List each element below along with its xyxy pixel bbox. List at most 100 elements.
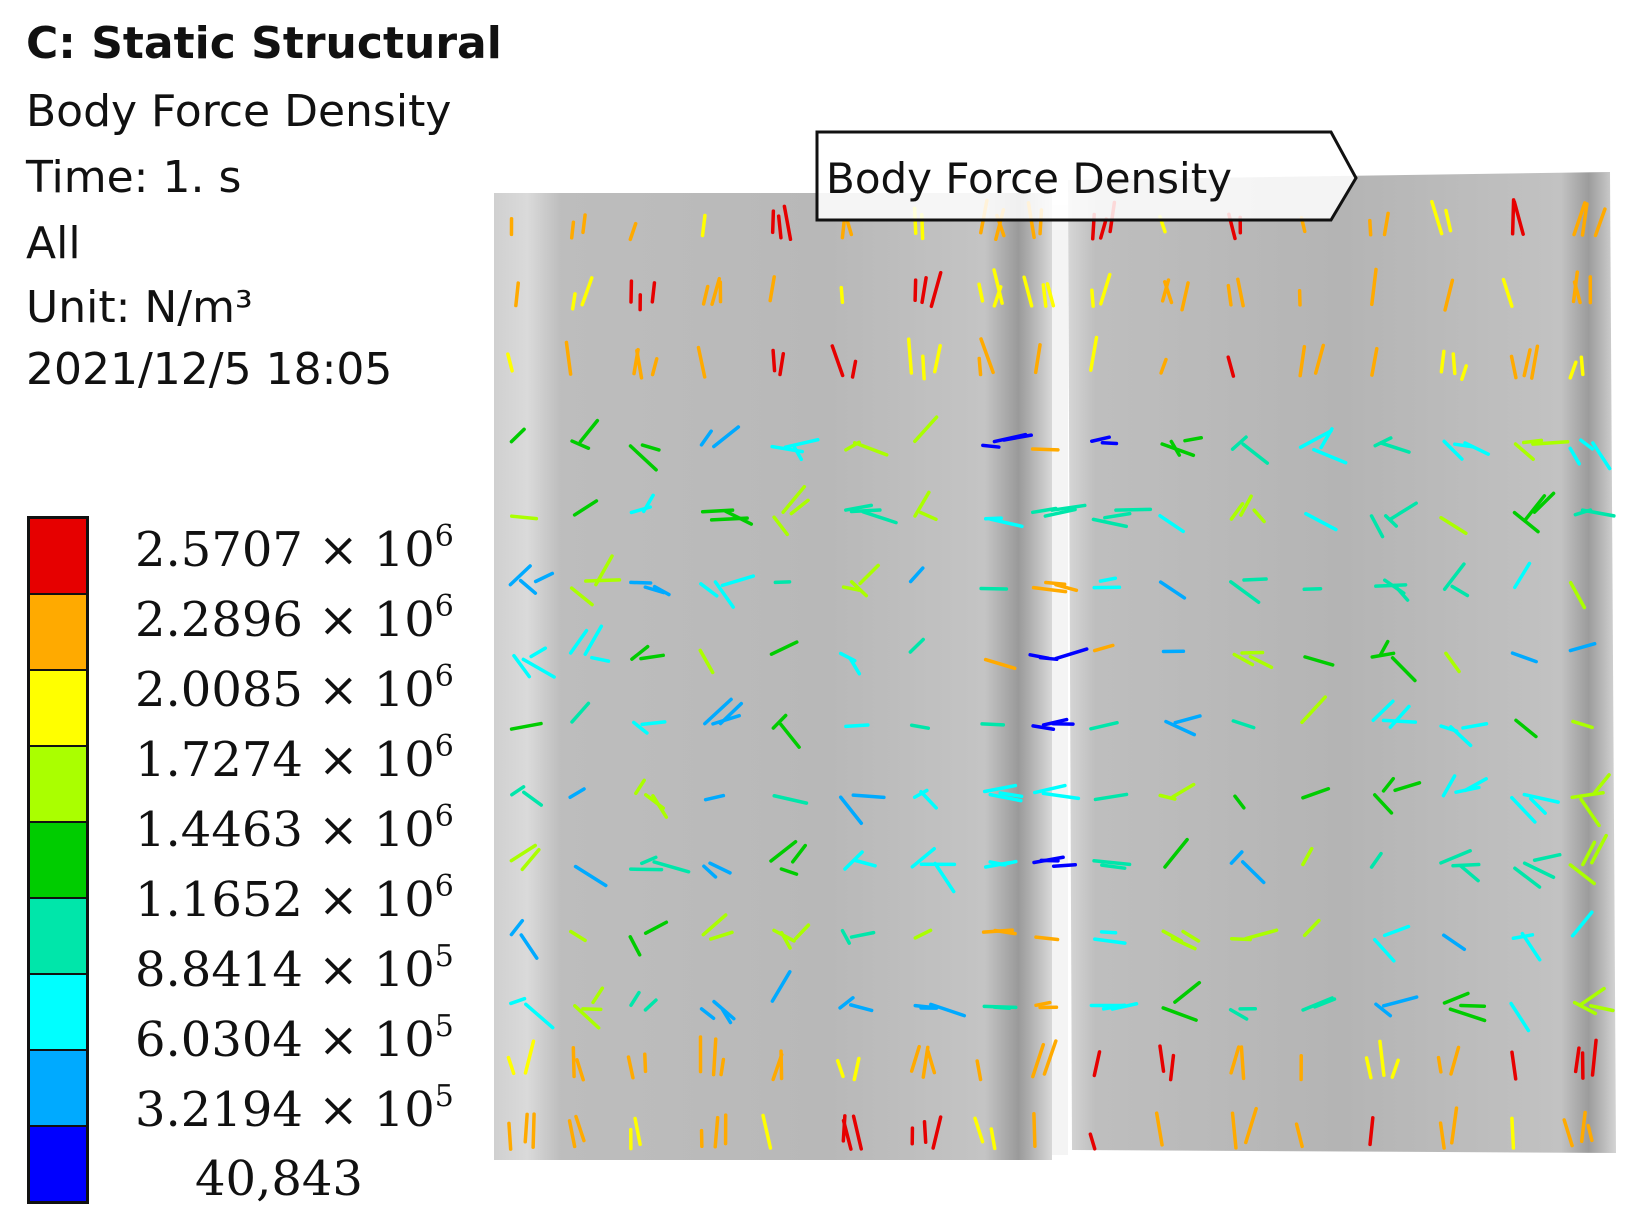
color-legend[interactable] (27, 516, 89, 1204)
force-arrow (701, 284, 710, 306)
force-arrow (982, 783, 1018, 794)
force-arrow (1532, 491, 1556, 514)
force-arrow (1513, 866, 1542, 889)
legend-band[interactable] (30, 747, 86, 823)
legend-band[interactable] (30, 899, 86, 975)
force-arrow (650, 281, 657, 304)
force-arrow (922, 1120, 928, 1145)
force-arrow (1593, 207, 1607, 238)
force-arrow (1522, 861, 1556, 880)
force-arrow (1301, 846, 1314, 867)
legend-mantissa: 1.4463 (135, 802, 303, 858)
force-arrow (1173, 714, 1202, 725)
probe-annotation[interactable] (815, 130, 1358, 222)
probe-callout-box[interactable] (815, 130, 1358, 222)
force-arrow (1370, 651, 1396, 659)
force-arrow (629, 990, 641, 1007)
force-arrow (1370, 346, 1379, 377)
force-arrow (1458, 864, 1480, 883)
force-arrow (567, 1119, 577, 1149)
legend-band[interactable] (30, 1127, 86, 1201)
force-arrow (1054, 582, 1079, 593)
force-arrow (1099, 272, 1112, 306)
force-arrow (1450, 1106, 1459, 1145)
force-arrow (1463, 777, 1488, 793)
force-arrow (1103, 511, 1132, 520)
force-arrow (512, 653, 532, 679)
force-arrow (981, 443, 1001, 449)
legend-band[interactable] (30, 1051, 86, 1127)
time-label: Time: 1. s (26, 152, 242, 203)
force-arrow (1158, 793, 1177, 801)
force-arrow (703, 793, 726, 802)
force-arrow (779, 1049, 784, 1081)
force-arrow (1442, 991, 1470, 1005)
force-arrow (929, 270, 943, 309)
force-arrow (1229, 1045, 1241, 1075)
force-arrow (1313, 343, 1326, 375)
force-arrow (506, 352, 514, 373)
force-arrow (1371, 699, 1395, 722)
force-arrow (628, 444, 658, 472)
legend-exponent: 5 (434, 1079, 454, 1114)
force-arrow (1562, 1118, 1574, 1148)
force-arrow (1313, 997, 1337, 1009)
force-arrow (1041, 791, 1081, 801)
force-arrow (1382, 924, 1411, 938)
force-arrow (564, 340, 573, 376)
force-arrow (1369, 514, 1385, 539)
force-arrow (1510, 198, 1516, 236)
force-arrow (1451, 352, 1457, 376)
force-arrow (643, 1052, 648, 1074)
force-arrow (1240, 650, 1265, 655)
timestamp-label: 2021/12/5 18:05 (26, 344, 393, 395)
force-arrow (850, 359, 858, 379)
force-arrow (840, 218, 846, 240)
force-arrow (630, 644, 650, 661)
legend-mantissa: 2.0085 (135, 662, 303, 718)
force-arrow (1444, 208, 1453, 233)
force-arrow (1032, 1111, 1037, 1149)
legend-band[interactable] (30, 595, 86, 671)
force-arrow (913, 490, 931, 518)
force-arrow (1448, 1007, 1487, 1023)
force-arrow (908, 566, 925, 584)
legend-band[interactable] (30, 671, 86, 747)
force-arrow (591, 986, 605, 1005)
force-arrow (1579, 355, 1585, 377)
force-arrow (771, 713, 788, 730)
force-arrow (640, 855, 658, 866)
force-arrow (635, 348, 644, 380)
force-arrow (1230, 435, 1248, 451)
force-arrow (1591, 441, 1612, 471)
force-arrow (703, 697, 733, 726)
force-arrow (699, 1007, 716, 1021)
result-name: Body Force Density (26, 86, 452, 137)
force-arrow (1232, 652, 1255, 667)
force-arrow (1586, 1123, 1594, 1143)
force-arrow (1374, 1002, 1393, 1018)
legend-band[interactable] (30, 975, 86, 1051)
force-arrow (1592, 773, 1611, 795)
force-arrow (1372, 793, 1394, 815)
force-arrow (1158, 514, 1185, 534)
legend-mantissa: 2.5707 (135, 522, 303, 578)
force-arrow (1091, 517, 1128, 529)
force-arrow (1463, 441, 1491, 456)
legend-label: 1.1652 × 106 (135, 872, 454, 925)
force-arrow (702, 864, 718, 879)
force-arrow (643, 920, 669, 935)
force-arrow (1244, 1106, 1258, 1145)
force-arrow (570, 439, 591, 450)
force-arrow (1154, 1111, 1164, 1147)
force-arrow (977, 356, 983, 377)
force-arrow (1372, 938, 1396, 963)
legend-band[interactable] (30, 823, 86, 899)
force-arrow (568, 628, 589, 655)
force-arrow (1163, 837, 1189, 869)
force-arrow (1450, 584, 1470, 598)
force-arrow (1229, 850, 1244, 865)
legend-band[interactable] (30, 519, 86, 595)
force-arrow (1228, 1007, 1249, 1021)
